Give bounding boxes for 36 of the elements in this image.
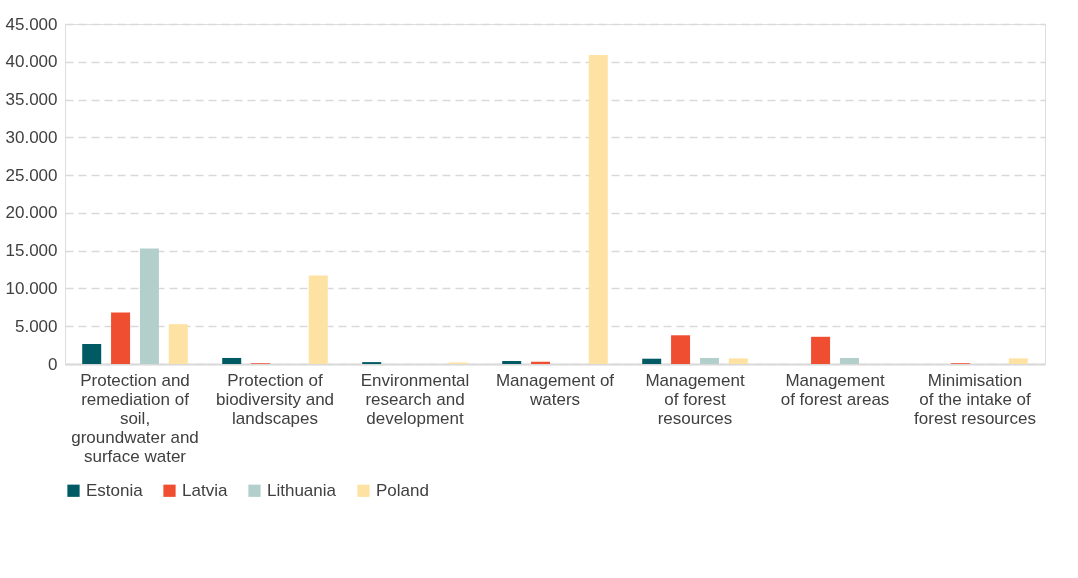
x-tick-label: Management of waters [495, 370, 615, 409]
x-tick-label: Management of forest resources [645, 370, 745, 428]
x-tick-label: Management of forest areas [780, 370, 890, 409]
bar [168, 324, 188, 364]
legend-label: Poland [376, 480, 429, 500]
bar [1008, 358, 1028, 364]
legend-label: Latvia [182, 480, 228, 500]
bar [699, 357, 719, 364]
bar [671, 335, 691, 364]
y-tick-label: 30.000 [5, 127, 58, 147]
y-tick-label: 5.000 [14, 316, 58, 336]
bar [839, 357, 859, 364]
bar [502, 360, 522, 364]
bar [588, 54, 608, 364]
bar [308, 275, 328, 364]
bar [728, 358, 748, 364]
x-tick-label: Minimisation of the intake of forest resources [914, 370, 1036, 428]
y-tick-label: 35.000 [5, 90, 58, 110]
y-tick-label: 10.000 [5, 278, 58, 298]
bar [139, 248, 159, 364]
x-tick-label: Environmental research and development [360, 370, 470, 428]
y-tick-label: 40.000 [5, 52, 58, 72]
x-tick-label: Protection and remediation of soil, groundwater and surface water [71, 370, 199, 466]
bar [642, 358, 662, 364]
y-tick-label: 20.000 [5, 203, 58, 223]
bar [82, 343, 102, 364]
y-tick-label: 45.000 [5, 14, 58, 34]
legend-label: Estonia [86, 480, 144, 500]
y-tick-label: 0 [48, 354, 58, 374]
y-tick-label: 25.000 [5, 165, 58, 185]
y-tick-label: 15.000 [5, 241, 58, 261]
x-tick-label: Protection of biodiversity and landscapes [215, 370, 335, 428]
bar [111, 312, 131, 364]
legend-label: Lithuania [267, 480, 337, 500]
bar [222, 357, 242, 364]
bar [811, 336, 831, 364]
